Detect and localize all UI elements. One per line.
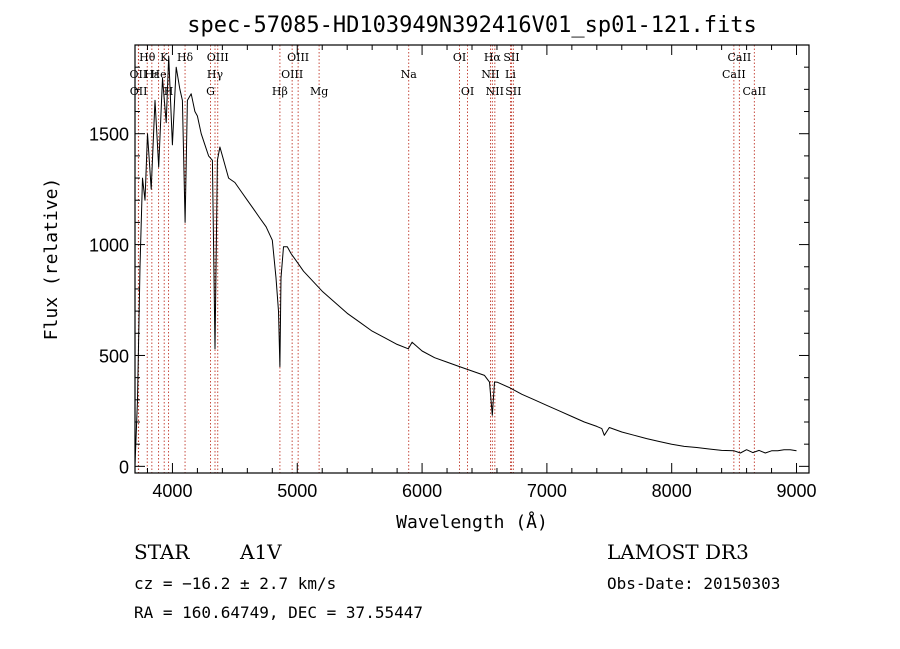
y-tick-label: 0: [119, 457, 129, 477]
line-label-7: Hδ: [177, 51, 194, 64]
y-axis-label: Flux (relative): [41, 178, 62, 341]
line-label-3: Hε: [144, 68, 160, 81]
survey-name: LAMOST DR3: [607, 540, 749, 564]
line-label-13: OIII: [281, 68, 303, 81]
line-label-4: He: [151, 68, 167, 81]
y-tick-label: 500: [99, 346, 129, 366]
line-label-12: OIII: [287, 51, 309, 64]
x-axis-label: Wavelength (Å): [396, 511, 548, 533]
line-label-26: CaII: [742, 85, 766, 98]
series-line-0: [134, 55, 797, 466]
y-tick-label: 1500: [89, 125, 129, 145]
line-label-22: Li: [505, 68, 516, 81]
spectral-line-markers: [137, 45, 755, 473]
object-class: STAR: [134, 540, 190, 564]
line-label-14: Mg: [310, 85, 328, 98]
object-subclass: A1V: [240, 540, 282, 564]
redshift-text: cz = −16.2 ± 2.7 km/s: [134, 574, 337, 593]
line-label-8: OIII: [207, 51, 229, 64]
line-label-6: H: [164, 85, 174, 98]
line-label-11: Hβ: [272, 85, 288, 98]
x-tick-label: 9000: [776, 481, 816, 501]
chart-title: spec-57085-HD103949N392416V01_sp01-121.f…: [187, 13, 757, 38]
line-label-9: Hγ: [207, 68, 224, 81]
line-label-5: K: [160, 51, 169, 64]
coordinates-text: RA = 160.64749, DEC = 37.55447: [134, 603, 423, 622]
x-tick-label: 6000: [402, 481, 442, 501]
line-label-19: NII: [481, 68, 499, 81]
line-label-0: Hθ: [139, 51, 156, 64]
spectrum-series: [134, 55, 797, 466]
plot-frame: [134, 44, 810, 474]
line-label-21: SII: [503, 51, 519, 64]
line-label-17: OI: [461, 85, 474, 98]
line-label-23: SII: [505, 85, 521, 98]
line-label-16: OI: [453, 51, 466, 64]
line-label-15: Na: [401, 68, 418, 81]
line-label-10: G: [206, 85, 215, 98]
line-label-24: CaII: [728, 51, 752, 64]
y-axis-ticks: 0 500 1000 1500: [89, 66, 809, 477]
line-label-2: OII: [130, 85, 148, 98]
obs-date: Obs-Date: 20150303: [607, 574, 781, 593]
line-label-20: NII: [486, 85, 504, 98]
line-label-18: Hα: [484, 51, 502, 64]
y-tick-label: 1000: [89, 236, 129, 256]
line-label-1: OII: [130, 68, 148, 81]
x-tick-label: 8000: [652, 481, 692, 501]
x-tick-label: 4000: [152, 481, 192, 501]
line-label-25: CaII: [722, 68, 746, 81]
x-axis-ticks: 4000 5000 6000 7000 8000 9000: [146, 45, 817, 501]
x-tick-label: 5000: [277, 481, 317, 501]
x-tick-label: 7000: [527, 481, 567, 501]
